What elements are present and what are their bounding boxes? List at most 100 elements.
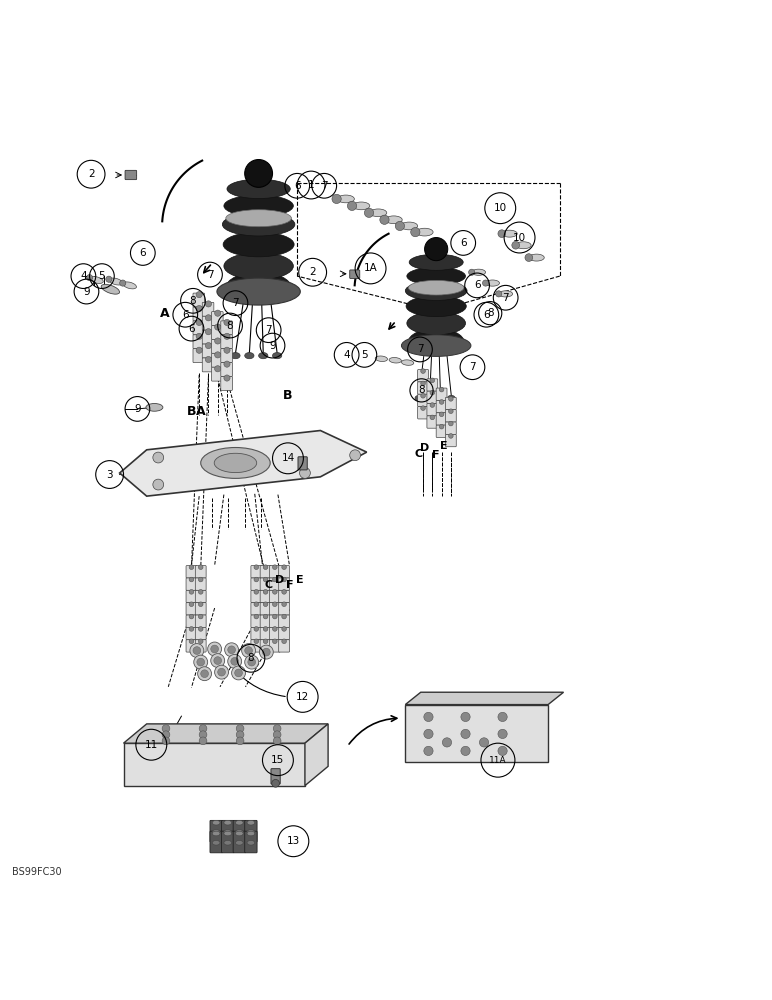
Circle shape <box>215 338 221 344</box>
Circle shape <box>439 400 444 404</box>
Circle shape <box>424 729 433 739</box>
Text: E: E <box>440 441 448 451</box>
Circle shape <box>236 737 244 745</box>
Circle shape <box>273 614 277 619</box>
Text: 11A: 11A <box>489 756 506 765</box>
Text: F: F <box>286 580 293 590</box>
FancyBboxPatch shape <box>251 603 262 615</box>
FancyBboxPatch shape <box>212 367 223 381</box>
Ellipse shape <box>529 254 544 261</box>
Ellipse shape <box>225 210 292 227</box>
Circle shape <box>449 421 453 426</box>
FancyBboxPatch shape <box>221 349 232 363</box>
FancyBboxPatch shape <box>195 566 206 578</box>
Ellipse shape <box>273 353 282 359</box>
FancyBboxPatch shape <box>210 820 222 842</box>
FancyBboxPatch shape <box>279 603 290 615</box>
FancyBboxPatch shape <box>418 382 428 394</box>
Text: 2: 2 <box>88 169 94 179</box>
Circle shape <box>224 319 230 326</box>
Circle shape <box>224 333 230 339</box>
Circle shape <box>421 393 425 398</box>
Circle shape <box>430 390 435 395</box>
Circle shape <box>236 725 244 732</box>
Text: C: C <box>265 580 273 590</box>
Ellipse shape <box>385 216 402 224</box>
FancyBboxPatch shape <box>269 615 280 627</box>
Polygon shape <box>405 692 564 705</box>
FancyBboxPatch shape <box>279 615 290 627</box>
FancyBboxPatch shape <box>193 307 205 321</box>
Text: B: B <box>283 389 292 402</box>
Circle shape <box>263 627 268 631</box>
Polygon shape <box>305 724 328 786</box>
Ellipse shape <box>235 820 243 825</box>
Ellipse shape <box>247 820 255 825</box>
Circle shape <box>189 577 194 582</box>
Circle shape <box>193 647 201 654</box>
Circle shape <box>189 614 194 619</box>
Ellipse shape <box>401 335 471 356</box>
Ellipse shape <box>499 291 513 297</box>
FancyBboxPatch shape <box>436 388 447 400</box>
Circle shape <box>273 731 281 739</box>
Text: 8: 8 <box>227 321 233 331</box>
Text: F: F <box>432 450 440 460</box>
Circle shape <box>272 779 279 787</box>
Circle shape <box>254 577 259 582</box>
Ellipse shape <box>247 830 255 834</box>
Circle shape <box>498 712 507 722</box>
Text: 9: 9 <box>83 287 90 297</box>
Ellipse shape <box>225 272 292 303</box>
Text: E: E <box>296 575 303 585</box>
Circle shape <box>282 639 286 644</box>
Ellipse shape <box>389 358 401 363</box>
Circle shape <box>350 450 361 461</box>
Circle shape <box>198 577 203 582</box>
Text: 12: 12 <box>296 692 310 702</box>
Text: A: A <box>161 307 170 320</box>
Ellipse shape <box>235 840 243 845</box>
FancyBboxPatch shape <box>260 603 271 615</box>
Ellipse shape <box>231 353 240 359</box>
Circle shape <box>421 381 425 386</box>
FancyBboxPatch shape <box>195 627 206 640</box>
Text: 1: 1 <box>308 180 314 190</box>
Circle shape <box>430 415 435 420</box>
FancyBboxPatch shape <box>298 457 307 470</box>
FancyBboxPatch shape <box>269 566 280 578</box>
Circle shape <box>263 577 268 582</box>
FancyBboxPatch shape <box>186 578 197 590</box>
Circle shape <box>205 356 212 363</box>
Ellipse shape <box>212 831 220 836</box>
Circle shape <box>461 746 470 756</box>
Ellipse shape <box>408 280 464 295</box>
Text: 13: 13 <box>286 836 300 846</box>
Ellipse shape <box>259 353 268 359</box>
Text: 14: 14 <box>281 453 295 463</box>
FancyBboxPatch shape <box>195 590 206 603</box>
Circle shape <box>254 614 259 619</box>
Text: 7: 7 <box>266 325 272 335</box>
Text: 8: 8 <box>487 308 493 318</box>
Text: 6: 6 <box>474 280 480 290</box>
FancyBboxPatch shape <box>445 397 456 410</box>
Circle shape <box>273 627 277 631</box>
FancyBboxPatch shape <box>233 820 245 842</box>
Text: 6: 6 <box>140 248 146 258</box>
Ellipse shape <box>224 840 232 845</box>
FancyBboxPatch shape <box>186 627 197 640</box>
Text: 7: 7 <box>232 298 239 308</box>
Ellipse shape <box>375 356 388 361</box>
Circle shape <box>479 738 489 747</box>
Circle shape <box>282 565 286 569</box>
Circle shape <box>196 333 202 339</box>
Ellipse shape <box>224 831 232 836</box>
Ellipse shape <box>401 222 418 230</box>
Text: 6: 6 <box>460 238 466 248</box>
Circle shape <box>469 269 475 275</box>
FancyBboxPatch shape <box>233 831 245 853</box>
FancyBboxPatch shape <box>193 349 205 363</box>
Text: A: A <box>196 405 205 418</box>
Circle shape <box>411 227 420 237</box>
